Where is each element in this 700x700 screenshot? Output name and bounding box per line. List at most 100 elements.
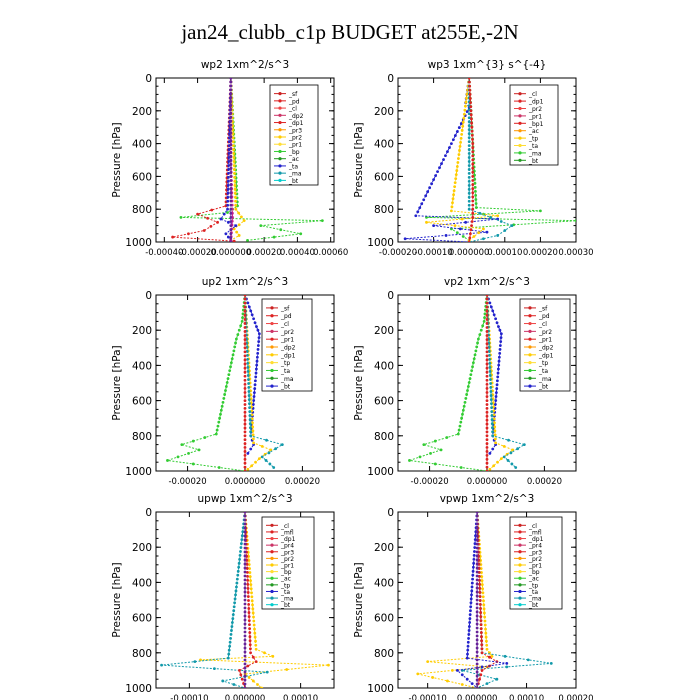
data-point xyxy=(475,522,479,526)
data-point xyxy=(248,414,252,418)
data-point xyxy=(498,328,502,332)
data-point xyxy=(488,301,492,305)
data-point xyxy=(243,682,247,686)
data-point xyxy=(469,373,473,377)
data-point xyxy=(176,455,180,459)
data-point xyxy=(478,578,481,582)
data-point xyxy=(494,391,498,395)
data-point xyxy=(485,346,489,350)
data-point xyxy=(475,550,479,554)
y-tick-label: 0 xyxy=(145,290,152,302)
y-tick-label: 200 xyxy=(374,542,394,554)
y-tick-label: 1000 xyxy=(125,237,152,249)
data-point xyxy=(249,426,252,430)
data-point xyxy=(475,610,479,614)
data-point xyxy=(243,512,247,514)
legend-label: _dp1 xyxy=(538,352,554,359)
data-point xyxy=(488,361,492,365)
legend-label: _mfl xyxy=(280,529,294,536)
legend-marker xyxy=(518,143,522,148)
data-point xyxy=(452,189,456,193)
legend-marker xyxy=(270,384,274,388)
legend-marker xyxy=(518,151,522,155)
data-point xyxy=(243,326,247,329)
data-point xyxy=(243,434,247,438)
data-point xyxy=(426,190,430,194)
data-point xyxy=(272,235,276,239)
data-point xyxy=(430,182,434,186)
y-tick-label: 200 xyxy=(374,106,394,118)
data-point xyxy=(221,679,225,683)
data-point xyxy=(229,100,233,104)
legend-marker xyxy=(278,99,282,103)
data-point xyxy=(243,295,247,297)
series-group xyxy=(403,78,576,242)
y-tick-label: 400 xyxy=(374,577,394,589)
data-point xyxy=(243,646,247,650)
legend-label: _pr2 xyxy=(528,106,542,113)
data-point xyxy=(240,320,244,323)
data-point xyxy=(467,207,471,211)
data-point xyxy=(468,621,472,624)
data-point xyxy=(251,429,255,433)
data-point xyxy=(475,658,479,662)
legend-marker xyxy=(518,523,522,527)
legend-label: _dp2 xyxy=(288,113,304,120)
data-point xyxy=(239,550,242,553)
data-point xyxy=(259,224,263,228)
y-tick-label: 0 xyxy=(387,290,394,302)
data-point xyxy=(246,366,250,369)
data-point xyxy=(237,223,241,227)
data-point xyxy=(243,630,247,634)
data-point xyxy=(485,395,489,398)
legend-marker xyxy=(270,337,274,341)
legend-label: _cl xyxy=(280,321,289,328)
data-point xyxy=(485,453,489,457)
data-point xyxy=(475,530,479,534)
data-point xyxy=(485,297,489,301)
data-point xyxy=(240,538,244,542)
data-point xyxy=(243,309,247,313)
data-point xyxy=(243,642,247,646)
series-group xyxy=(416,512,553,688)
legend-label: _tp xyxy=(528,582,538,589)
legend-label: _pr2 xyxy=(280,329,294,336)
data-point xyxy=(475,542,479,546)
data-point xyxy=(455,165,459,168)
data-point xyxy=(220,404,224,408)
data-point xyxy=(468,97,472,100)
data-point xyxy=(243,626,247,630)
data-point xyxy=(240,534,244,538)
data-point xyxy=(254,643,258,647)
data-point xyxy=(230,357,234,361)
data-point xyxy=(243,566,247,570)
data-point xyxy=(444,234,448,237)
data-point xyxy=(251,402,255,406)
data-point xyxy=(247,382,251,385)
data-point xyxy=(473,177,477,181)
x-tick-label: 0.00020 xyxy=(558,694,593,700)
data-point xyxy=(498,351,502,355)
data-point xyxy=(471,162,475,166)
chart-title: wp2 1xm^2/s^3 xyxy=(201,59,289,71)
legend-marker xyxy=(270,603,274,607)
data-point xyxy=(231,617,235,620)
data-point xyxy=(467,172,471,175)
legend-marker xyxy=(278,142,282,146)
y-tick-label: 800 xyxy=(374,648,394,660)
data-point xyxy=(478,677,481,681)
data-point xyxy=(246,301,250,305)
data-point xyxy=(249,579,252,583)
legend-label: _pr4 xyxy=(528,543,542,550)
legend-label: _cl xyxy=(288,106,297,113)
series-line-ac xyxy=(456,512,507,688)
data-point xyxy=(227,168,230,171)
data-point xyxy=(485,414,489,418)
legend-marker xyxy=(278,92,282,96)
data-point xyxy=(467,144,471,147)
data-point xyxy=(485,399,489,402)
legend-label: _ta xyxy=(288,163,298,170)
data-point xyxy=(246,591,250,594)
data-point xyxy=(434,174,437,178)
data-point xyxy=(246,583,250,586)
